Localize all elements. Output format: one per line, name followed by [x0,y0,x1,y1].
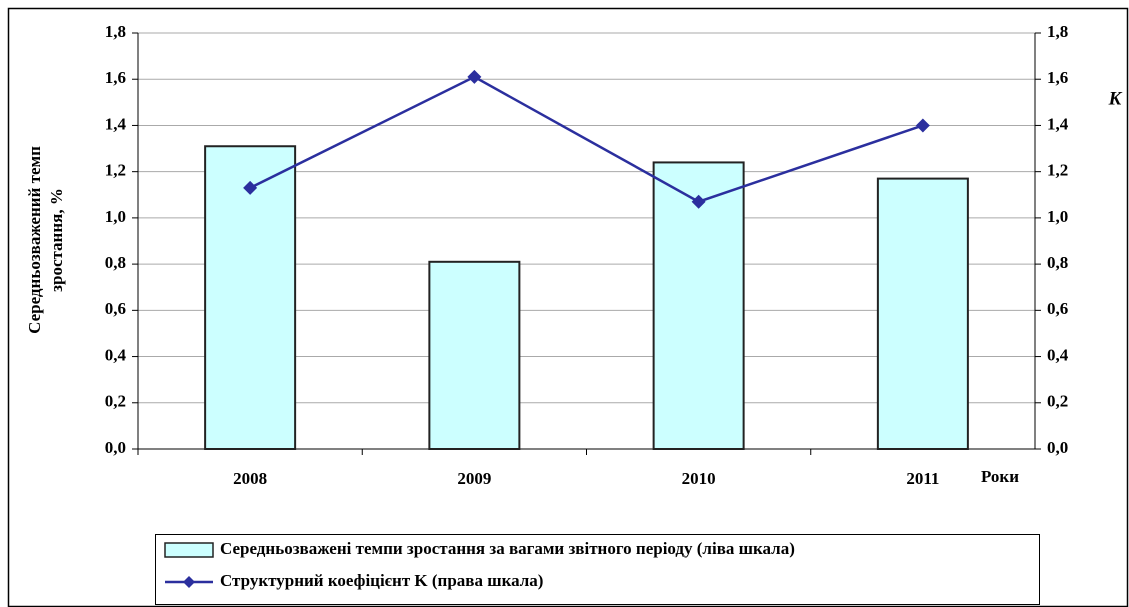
y2-axis-title: K [1108,88,1123,109]
legend-label: Середньозважені темпи зростання за вагам… [220,539,795,558]
y-tick-label: 1,0 [105,207,126,226]
line-marker [243,180,258,195]
y2-tick-label: 0,2 [1047,392,1068,411]
line-marker [915,118,930,133]
y-tick-label: 0,4 [105,345,127,364]
legend [155,534,1040,605]
y-tick-label: 1,2 [105,161,126,180]
line [249,75,924,204]
bar [652,161,745,451]
y-tick-label: 1,6 [105,68,126,87]
y2-tick-label: 1,4 [1047,114,1069,133]
y-axis-title: Середньозважений темп зростання, % [25,146,66,334]
y2-tick-label: 1,8 [1047,22,1068,41]
y2-tick-label: 1,6 [1047,68,1068,87]
y2-tick-label: 1,0 [1047,207,1068,226]
x-axis-title: Роки [981,467,1019,486]
bar [876,177,969,450]
y-tick-label: 0,2 [105,392,126,411]
y-axis-title-line: зростання, % [47,188,66,292]
legend-marker [183,576,195,588]
y-tick-label: 0,0 [105,438,126,457]
y2-tick-label: 0,0 [1047,438,1068,457]
x-tick-label: 2009 [457,469,491,488]
y2-tick-label: 1,2 [1047,161,1068,180]
y2-tick-label: 0,8 [1047,253,1068,272]
bar [428,260,521,450]
line-marker [691,194,706,209]
x-tick-label: 2010 [682,469,716,488]
bar [204,145,297,450]
y2-tick-label: 0,6 [1047,299,1068,318]
line-marker [467,69,482,84]
y-tick-label: 1,4 [105,114,127,133]
legend-label: Структурний коефіцієнт K (права шкала) [220,571,543,590]
y-tick-label: 0,8 [105,253,126,272]
y-axis-title-line: Середньозважений темп [25,146,44,334]
legend-swatch [164,542,214,558]
y2-tick-label: 0,4 [1047,345,1069,364]
x-tick-label: 2008 [233,469,267,488]
x-tick-label: 2011 [906,469,939,488]
y-tick-label: 0,6 [105,299,126,318]
y-tick-label: 1,8 [105,22,126,41]
